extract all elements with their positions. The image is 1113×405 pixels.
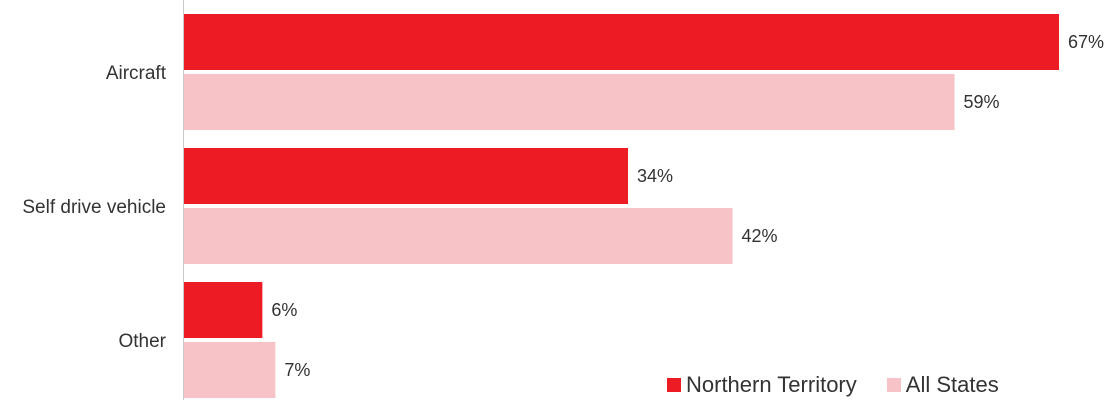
category-label-aircraft: Aircraft: [106, 63, 167, 84]
bar-other-all-states: [184, 342, 276, 398]
legend-label-all-states: All States: [905, 372, 999, 397]
category-label-self-drive-vehicle: Self drive vehicle: [22, 197, 166, 218]
bar-self-drive-vehicle-northern-territory: [184, 148, 629, 204]
value-label-self-drive-vehicle-northern-territory: 34%: [637, 166, 673, 186]
bar-other-northern-territory: [184, 282, 263, 338]
value-label-other-all-states: 7%: [284, 360, 310, 380]
value-label-other-northern-territory: 6%: [271, 300, 297, 320]
legend: Northern Territory All States: [667, 372, 1029, 398]
legend-swatch-all-states: [886, 378, 901, 392]
value-label-self-drive-vehicle-all-states: 42%: [742, 226, 778, 246]
bar-self-drive-vehicle-all-states: [184, 208, 733, 264]
bar-aircraft-all-states: [184, 74, 955, 130]
value-label-aircraft-all-states: 59%: [964, 92, 1000, 112]
legend-item-all-states: All States: [886, 372, 999, 398]
legend-swatch-northern-territory: [667, 378, 681, 392]
value-label-aircraft-northern-territory: 67%: [1068, 32, 1104, 52]
legend-label-northern-territory: Northern Territory: [686, 372, 857, 397]
bar-aircraft-northern-territory: [184, 14, 1059, 70]
category-label-other: Other: [118, 331, 166, 352]
legend-item-northern-territory: Northern Territory: [667, 372, 857, 398]
